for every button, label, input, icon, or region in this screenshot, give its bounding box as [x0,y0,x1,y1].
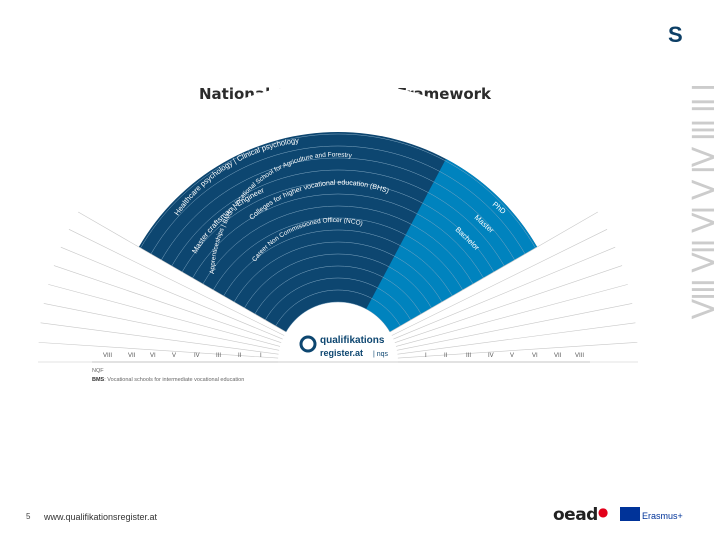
fan-spoke-line [38,342,279,359]
fan-ring-line [161,157,515,261]
fan-ring-line [192,193,484,279]
level-label-right: IV [488,353,494,359]
fan-ring-line [285,301,391,333]
fan-ring-line [244,253,432,309]
level-label-right: II [444,353,448,359]
fan-spoke-line [78,211,287,333]
fan-spoke-line [395,284,628,347]
corner-brand-mark: S [668,22,683,47]
fan-grid-lines [38,133,638,363]
fan-spoke-line [391,229,608,336]
fan-sector-light [366,158,538,332]
legend-text: : Vocational schools for intermediate vo… [104,377,245,383]
level-label-right: V [510,353,514,359]
logo-line1: qualifikations [320,335,385,346]
fan-ring-line [223,229,453,297]
fan-ring-line [181,181,495,273]
footer-url-link[interactable]: www.qualifikationsregister.at [44,512,158,522]
level-label-right: VI [532,353,538,359]
fan-spoke-line [60,246,283,340]
fan-spoke-line [68,229,285,336]
fan-spoke-line [394,265,623,343]
oead-logo: oead● [553,505,608,525]
logo-q-icon [299,335,317,353]
oead-dot-icon: ● [597,505,608,519]
oead-logo-text: oead [553,505,598,525]
fan-spoke-line [40,322,279,355]
level-label-right: III [466,353,471,359]
level-label-left: VIII [103,353,112,359]
fan-ring-line [254,265,422,315]
fan-spoke-line [397,342,638,359]
erasmus-logo-text: Erasmus+ [642,511,683,521]
eu-flag-icon [620,507,640,521]
level-label-left: VI [150,353,156,359]
fan-sectors [58,82,618,362]
fan-ring-line [213,217,463,291]
fan-spoke-line [393,246,616,340]
center-logo: qualifikations register.at | nqs [299,335,389,358]
legend-key: BMS [92,377,105,383]
fan-ring-line [265,277,411,321]
fan-ring-line [202,205,474,285]
level-label-left: IV [194,353,200,359]
legend: NQF BMS: Vocational schools for intermed… [92,367,244,385]
fan-spoke-line [389,211,598,333]
level-label-left: I [260,353,262,359]
fan-ring-line [233,241,443,303]
level-label-right: I [425,353,427,359]
fan-ring-line [171,169,505,267]
fan-spoke-line [53,265,282,343]
fan-ring-line [140,133,536,249]
level-label-left: II [238,353,242,359]
level-labels: VIII VII VI V IV III II I I II III IV V VI VII VIII [103,353,584,359]
level-label-left: VII [128,353,136,359]
fan-spoke-line [48,284,281,347]
level-label-right: VIII [575,353,584,359]
level-label-left: III [216,353,221,359]
fan-spoke-line [396,303,633,351]
level-label-left: V [172,353,176,359]
logo-line3: | nqs [373,351,389,358]
fan-spoke-line [43,303,280,351]
logo-line2: register.at [320,348,363,358]
fan-spoke-line [397,322,636,355]
level-label-right: VII [554,353,562,359]
page-number: 5 [26,512,31,521]
fan-ring-line [275,289,401,327]
fan-ring-line [150,145,526,255]
legend-line2: BMS: Vocational schools for intermediate… [92,376,244,385]
legend-line1: NQF [92,368,104,374]
